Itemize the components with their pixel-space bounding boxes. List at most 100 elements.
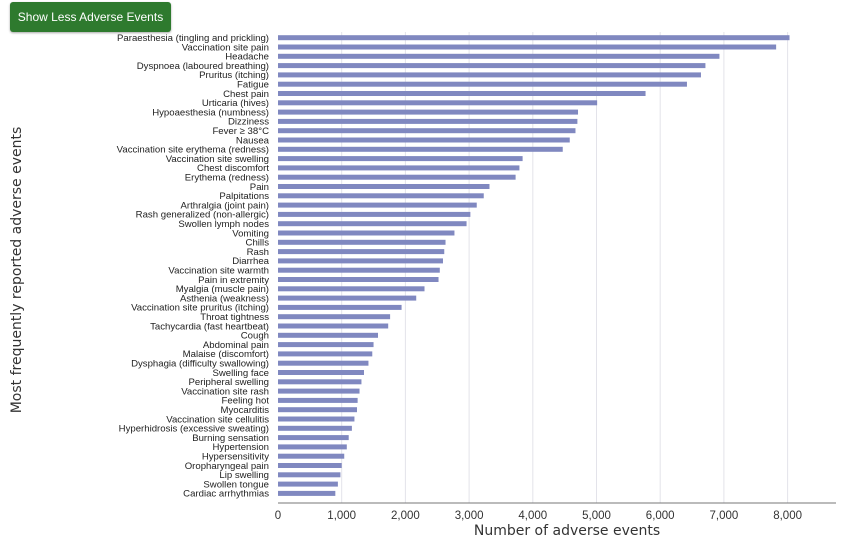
category-label: Vaccination site swelling	[166, 154, 269, 165]
bars	[278, 35, 790, 496]
category-label: Myalgia (muscle pain)	[176, 284, 269, 295]
category-label: Cardiac arrhythmias	[183, 489, 269, 500]
category-label: Hyperhidrosis (excessive sweating)	[119, 424, 269, 435]
bar	[278, 332, 379, 338]
category-label: Paraesthesia (tingling and prickling)	[117, 33, 269, 44]
category-label: Vaccination site erythema (redness)	[117, 145, 269, 156]
bar	[278, 72, 701, 78]
category-label: Tachycardia (fast heartbeat)	[150, 321, 269, 332]
bar	[278, 323, 389, 329]
category-labels: Paraesthesia (tingling and prickling)Vac…	[117, 33, 270, 500]
category-label: Throat tightness	[200, 312, 269, 323]
bar	[278, 314, 391, 320]
bar	[278, 267, 440, 273]
category-label: Urticaria (hives)	[202, 98, 269, 109]
bar	[278, 463, 342, 468]
category-label: Malaise (discomfort)	[183, 349, 269, 360]
bar	[278, 490, 336, 496]
category-label: Chest pain	[223, 89, 269, 100]
bar	[278, 184, 490, 189]
grid-lines	[341, 32, 789, 503]
show-less-adverse-events-button[interactable]: Show Less Adverse Events	[10, 2, 171, 32]
bar	[278, 407, 357, 413]
bar	[278, 91, 646, 96]
bar	[278, 249, 445, 255]
bar	[278, 53, 720, 59]
bar	[278, 230, 455, 236]
category-label: Peripheral swelling	[188, 377, 269, 388]
bar	[278, 44, 777, 50]
x-tick-label: 2,000	[391, 510, 420, 522]
bar	[278, 379, 362, 385]
x-tick-label: 8,000	[773, 510, 802, 522]
bar	[278, 370, 364, 375]
bar	[278, 137, 570, 143]
x-tick-label: 7,000	[710, 510, 739, 522]
bar	[278, 425, 352, 431]
category-label: Dysphagia (difficulty swallowing)	[131, 359, 269, 370]
bar	[278, 109, 579, 115]
category-label: Chills	[246, 238, 270, 249]
x-tick-label: 3,000	[455, 510, 484, 522]
category-label: Rash generalized (non-allergic)	[136, 210, 269, 221]
category-label: Dizziness	[228, 117, 269, 128]
bar	[278, 277, 439, 282]
category-label: Nausea	[236, 135, 270, 146]
category-label: Myocarditis	[220, 405, 269, 416]
bar	[278, 397, 358, 403]
bar	[278, 174, 516, 180]
y-axis-title: Most frequently reported adverse events	[9, 127, 25, 414]
bar	[278, 202, 477, 208]
category-label: Arthralgia (joint pain)	[180, 200, 269, 211]
x-tick-label: 4,000	[518, 510, 547, 522]
bar	[278, 63, 706, 69]
category-label: Dyspnoea (laboured breathing)	[137, 61, 269, 72]
category-label: Hypertension	[212, 442, 269, 453]
category-label: Burning sensation	[192, 433, 269, 444]
category-label: Pruritus (itching)	[199, 70, 269, 81]
bar	[278, 100, 598, 106]
x-tick-label: 5,000	[582, 510, 611, 522]
bar	[278, 360, 369, 366]
category-label: Vaccination site pain	[182, 42, 269, 53]
category-label: Oropharyngeal pain	[185, 461, 269, 472]
bar	[278, 239, 446, 245]
bar	[278, 453, 345, 459]
category-label: Chest discomfort	[197, 163, 269, 174]
bar	[278, 156, 523, 162]
x-tick-label: 6,000	[646, 510, 675, 522]
bar	[278, 388, 360, 394]
bar	[278, 481, 338, 487]
category-label: Fatigue	[237, 80, 269, 91]
category-label: Vomiting	[232, 228, 269, 239]
x-axis-title: Number of adverse events	[474, 523, 660, 539]
category-label: Vaccination site warmth	[168, 266, 269, 277]
x-tick-label: 1,000	[327, 510, 356, 522]
category-label: Palpitations	[219, 191, 269, 202]
bar	[278, 435, 349, 441]
bar	[278, 193, 484, 199]
category-label: Vaccination site pruritus (itching)	[131, 303, 269, 314]
category-label: Pain	[250, 182, 269, 193]
category-label: Abdominal pain	[203, 340, 269, 351]
category-label: Swollen lymph nodes	[178, 219, 269, 230]
bar	[278, 258, 443, 264]
bar	[278, 472, 341, 478]
category-label: Diarrhea	[232, 256, 269, 267]
bar	[278, 342, 374, 348]
category-label: Pain in extremity	[198, 275, 269, 286]
category-label: Erythema (redness)	[185, 173, 269, 184]
bar	[278, 81, 687, 87]
x-tick-label: 0	[275, 510, 281, 522]
category-label: Swelling face	[212, 368, 269, 379]
category-label: Hypersensitivity	[202, 452, 269, 463]
category-label: Vaccination site rash	[181, 386, 269, 397]
x-axis-ticks: 0 1,000 2,000 3,000 4,000 5,000 6,000 7,000 8,00…	[275, 510, 802, 522]
category-label: Vaccination site cellulitis	[166, 414, 269, 425]
bar	[278, 416, 355, 422]
category-label: Asthenia (weakness)	[180, 293, 269, 304]
bar	[278, 295, 417, 301]
category-label: Headache	[225, 52, 269, 63]
bar	[278, 304, 402, 310]
category-label: Lip swelling	[219, 470, 269, 481]
